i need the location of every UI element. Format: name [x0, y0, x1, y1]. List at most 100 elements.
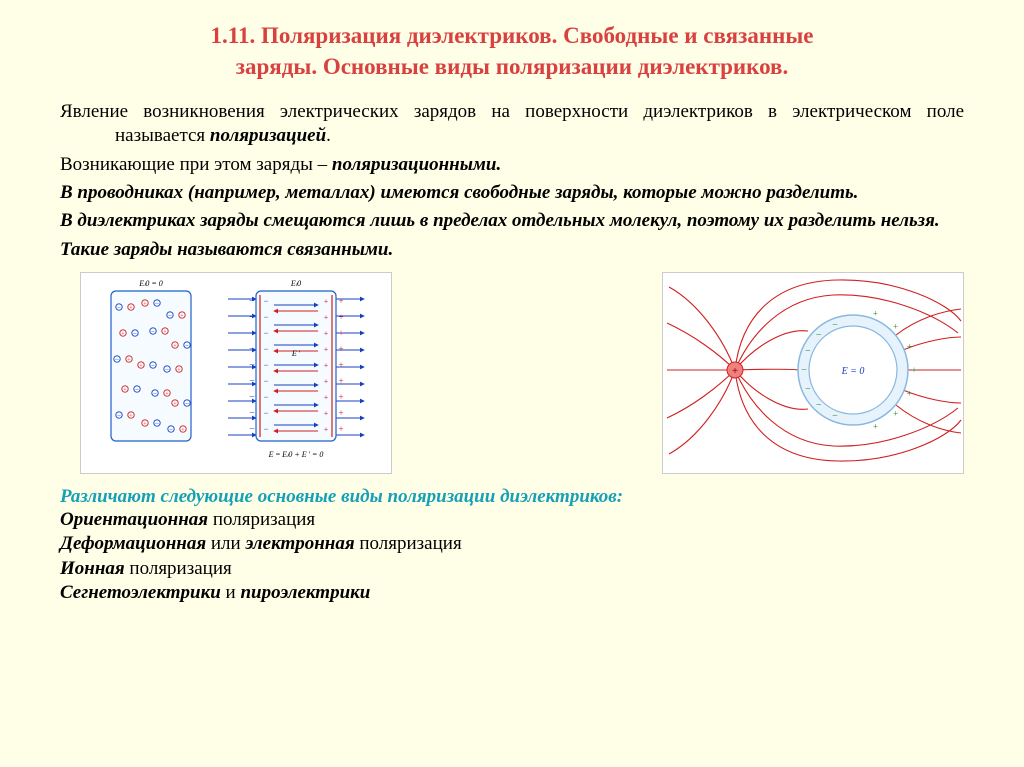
svg-text:−: − — [155, 419, 159, 427]
svg-text:+: + — [873, 308, 878, 318]
svg-text:−: − — [249, 328, 255, 339]
title-line-2: заряды. Основные виды поляризации диэлек… — [236, 54, 788, 79]
li2b: или — [211, 533, 246, 554]
paragraph-bound: Такие заряды называются связанными. — [60, 238, 964, 262]
title-line-1: 1.11. Поляризация диэлектриков. Свободны… — [211, 23, 814, 48]
svg-text:−: − — [155, 299, 159, 307]
svg-text:+: + — [732, 365, 738, 377]
svg-text:−: − — [117, 303, 121, 311]
svg-text:+: + — [338, 360, 343, 370]
svg-text:−: − — [816, 330, 822, 341]
types-subheading: Различают следующие основные виды поляри… — [60, 486, 964, 508]
svg-text:−: − — [153, 389, 157, 397]
svg-text:E = Eₗ0 + E ' = 0: E = Eₗ0 + E ' = 0 — [268, 450, 324, 459]
svg-text:−: − — [832, 411, 838, 422]
svg-text:+: + — [893, 409, 898, 419]
svg-text:+: + — [324, 297, 329, 306]
svg-text:Eₗ0: Eₗ0 — [290, 279, 301, 288]
svg-text:+: + — [893, 321, 898, 331]
svg-text:−: − — [801, 365, 807, 376]
type-orientational: Ориентационная поляризация — [60, 508, 964, 532]
type-ferro-pyro: Сегнетоэлектрики и пироэлектрики — [60, 581, 964, 605]
svg-text:+: + — [324, 377, 329, 386]
svg-text:−: − — [165, 365, 169, 373]
li4c: пироэлектрики — [240, 582, 370, 603]
svg-text:−: − — [263, 376, 268, 386]
svg-text:−: − — [249, 376, 255, 387]
svg-text:−: − — [249, 344, 255, 355]
p1-term: поляризацией — [210, 125, 326, 146]
svg-text:Eₗ0 = 0: Eₗ0 = 0 — [138, 279, 163, 288]
li3a: Ионная — [60, 558, 129, 579]
svg-text:−: − — [805, 346, 811, 357]
svg-text:+: + — [324, 425, 329, 434]
svg-text:+: + — [338, 344, 343, 354]
p1-part-b: называется — [115, 125, 210, 146]
li2a: Деформационная — [60, 533, 211, 554]
svg-text:+: + — [338, 392, 343, 402]
svg-text:−: − — [117, 411, 121, 419]
svg-text:+: + — [324, 361, 329, 370]
svg-text:−: − — [263, 424, 268, 434]
svg-text:−: − — [249, 360, 255, 371]
li2c: электронная — [245, 533, 359, 554]
li4b: и — [226, 582, 241, 603]
figure-slabs: + − + − + − + − + − + − + − + − + − + − + − + − + − + − + − Eₗ0 = 0 Eₗ0… — [80, 272, 392, 474]
paragraph-dielectrics: В диэлектриках заряды смещаются лишь в п… — [60, 209, 964, 233]
li1b: поляризация — [213, 509, 315, 530]
svg-text:E = 0: E = 0 — [841, 366, 865, 377]
li2d: поляризация — [359, 533, 461, 554]
svg-text:−: − — [249, 392, 255, 403]
p1-part-d: . — [326, 125, 331, 146]
svg-text:−: − — [249, 296, 255, 307]
svg-text:−: − — [263, 392, 268, 402]
figure-row: + − + − + − + − + − + − + − + − + − + − + − + − + − + − + − Eₗ0 = 0 Eₗ0… — [80, 272, 964, 474]
p2-part-a: Возникающие при этом заряды – — [60, 154, 332, 175]
svg-text:−: − — [263, 328, 268, 338]
svg-text:−: − — [135, 385, 139, 393]
p1-part-a: Явление возникновения электрических заря… — [60, 101, 964, 122]
svg-text:−: − — [185, 341, 189, 349]
svg-text:+: + — [324, 409, 329, 418]
svg-text:−: − — [263, 360, 268, 370]
svg-text:E ': E ' — [291, 349, 300, 358]
svg-text:+: + — [873, 422, 878, 432]
type-ionic: Ионная поляризация — [60, 557, 964, 581]
li3b: поляризация — [129, 558, 231, 579]
paragraph-conductors: В проводниках (например, металлах) имеют… — [60, 181, 964, 205]
svg-text:−: − — [151, 327, 155, 335]
svg-text:−: − — [249, 424, 255, 435]
svg-text:+: + — [907, 389, 912, 399]
paragraph-definition: Явление возникновения электрических заря… — [60, 100, 964, 149]
p2-term: поляризационными. — [332, 154, 501, 175]
svg-text:−: − — [832, 319, 838, 330]
svg-text:−: − — [249, 312, 255, 323]
svg-text:−: − — [169, 425, 173, 433]
type-deformational: Деформационная или электронная поляризац… — [60, 532, 964, 556]
svg-text:+: + — [338, 296, 343, 306]
svg-text:−: − — [249, 408, 255, 419]
li4a: Сегнетоэлектрики — [60, 582, 226, 603]
svg-text:−: − — [133, 329, 137, 337]
svg-text:−: − — [115, 355, 119, 363]
svg-text:+: + — [324, 329, 329, 338]
svg-text:+: + — [324, 345, 329, 354]
svg-text:+: + — [338, 312, 343, 322]
svg-text:+: + — [907, 341, 912, 351]
svg-text:−: − — [263, 312, 268, 322]
svg-text:−: − — [151, 361, 155, 369]
slide-title: 1.11. Поляризация диэлектриков. Свободны… — [60, 20, 964, 82]
svg-text:−: − — [263, 296, 268, 306]
svg-text:−: − — [263, 408, 268, 418]
svg-text:+: + — [324, 313, 329, 322]
paragraph-pol-charges: Возникающие при этом заряды – поляризаци… — [60, 153, 964, 177]
svg-text:−: − — [185, 399, 189, 407]
svg-text:+: + — [338, 376, 343, 386]
svg-text:+: + — [338, 424, 343, 434]
svg-text:+: + — [338, 328, 343, 338]
svg-text:−: − — [816, 400, 822, 411]
figure-sphere: −−−−−−−+++++++E = 0+ — [662, 272, 964, 474]
svg-text:+: + — [338, 408, 343, 418]
svg-text:−: − — [263, 344, 268, 354]
li1a: Ориентационная — [60, 509, 213, 530]
